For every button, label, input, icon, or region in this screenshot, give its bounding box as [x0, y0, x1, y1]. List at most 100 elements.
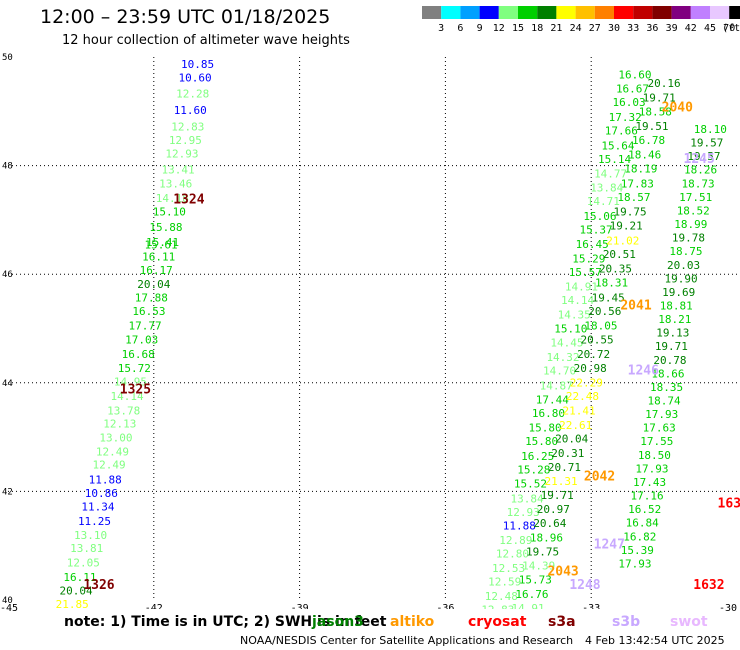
- wave-height-label: 10.85: [181, 58, 214, 71]
- pass-number-label: 2040: [662, 100, 693, 115]
- wave-height-label: 18.35: [650, 381, 683, 394]
- color-scale-label: 39: [666, 23, 678, 34]
- satellite-legend-s3b: s3b: [612, 614, 640, 630]
- wave-height-label: 19.57: [690, 137, 723, 150]
- wave-height-label: 15.39: [621, 544, 654, 557]
- x-tick-label: -36: [436, 603, 454, 614]
- wave-height-label: 18.31: [595, 277, 628, 290]
- wave-height-label: 19.71: [541, 489, 574, 502]
- wave-height-label: 15.29: [572, 252, 605, 265]
- wave-height-label: 15.80: [528, 422, 561, 435]
- wave-height-label: 19.69: [662, 286, 695, 299]
- wave-height-label: 18.05: [584, 320, 617, 333]
- wave-height-label: 14.18: [156, 192, 189, 205]
- wave-height-label: 17.16: [631, 490, 664, 503]
- timestamp: 4 Feb 13:42:54 UTC 2025: [585, 634, 725, 647]
- color-scale-label: 27: [589, 23, 601, 34]
- pass-number-label: 1247: [594, 537, 625, 552]
- wave-height-label: 20.51: [603, 248, 636, 261]
- wave-height-label: 14.14: [561, 294, 594, 307]
- wave-height-label: 15.10: [554, 322, 587, 335]
- wave-height-label: 14.35: [558, 309, 591, 322]
- wave-height-label: 17.83: [621, 177, 654, 190]
- wave-height-label: 18.74: [648, 395, 681, 408]
- wave-height-label: 19.78: [672, 232, 705, 245]
- wave-height-label: 16.17: [140, 264, 173, 277]
- wave-height-label: 17.93: [635, 462, 668, 475]
- color-scale-label: 70: [723, 23, 735, 34]
- credit-text: NOAA/NESDIS Center for Satellite Applica…: [240, 634, 574, 647]
- wave-height-label: 12.80: [496, 548, 529, 561]
- wave-height-label: 17.88: [135, 291, 168, 304]
- y-tick-label: 48: [2, 162, 13, 172]
- wave-height-label: 18.81: [660, 299, 693, 312]
- x-tick-label: -33: [582, 603, 600, 614]
- color-scale-label: 18: [531, 23, 543, 34]
- wave-height-label: 20.98: [574, 362, 607, 375]
- color-scale-swatch: [479, 6, 499, 19]
- wave-height-label: 17.93: [645, 408, 678, 421]
- x-tick-label: -45: [0, 603, 18, 614]
- wave-height-label: 21.02: [606, 234, 639, 247]
- wave-height-label: 13.46: [159, 177, 192, 190]
- color-scale-label: 21: [550, 23, 562, 34]
- wave-height-label: 17.44: [536, 393, 569, 406]
- wave-height-label: 12.83: [171, 120, 204, 133]
- wave-height-label: 13.84: [590, 182, 623, 195]
- wave-height-label: 15.73: [519, 574, 552, 587]
- color-scale-label: 36: [646, 23, 658, 34]
- wave-height-label: 16.60: [618, 69, 651, 82]
- wave-height-label: 20.78: [653, 354, 686, 367]
- wave-height-label: 12.28: [176, 88, 209, 101]
- wave-height-label: 16.67: [616, 82, 649, 95]
- color-scale-swatch: [690, 6, 710, 19]
- wave-height-label: 15.72: [118, 362, 151, 375]
- pass-number-label: 1246: [628, 364, 659, 379]
- wave-height-label: 19.75: [614, 206, 647, 219]
- footer-backdrop: [55, 609, 715, 631]
- wave-height-label: 17.32: [609, 111, 642, 124]
- wave-height-label: 18.57: [617, 191, 650, 204]
- wave-height-label: 17.43: [633, 476, 666, 489]
- wave-height-label: 13.41: [162, 164, 195, 177]
- wave-height-label: 18.46: [628, 149, 661, 162]
- wave-height-label: 12.59: [488, 575, 521, 588]
- satellite-legend-altiko: altiko: [390, 614, 435, 630]
- wave-height-label: 19.51: [635, 120, 668, 133]
- wave-height-label: 16.78: [632, 134, 665, 147]
- color-scale-swatch: [518, 6, 538, 19]
- wave-height-label: 16.11: [142, 251, 175, 264]
- wave-height-label: 12.48: [485, 590, 518, 603]
- color-scale-label: 3: [438, 23, 444, 34]
- color-scale-label: (ft): [722, 23, 740, 34]
- wave-height-label: 16.45: [576, 238, 609, 251]
- wave-height-label: 12.49: [93, 459, 126, 472]
- wave-height-label: 20.04: [555, 433, 588, 446]
- y-tick-label: 42: [2, 487, 13, 497]
- color-scale-swatch: [556, 6, 576, 19]
- wave-height-label: 21.31: [545, 475, 578, 488]
- chart-title: 12:00 – 23:59 UTC 01/18/2025: [40, 6, 331, 28]
- pass-number-label: 2042: [584, 470, 615, 485]
- wave-height-label: 15.10: [153, 206, 186, 219]
- satellite-legend-swot: swot: [670, 614, 708, 630]
- color-scale-label: 6: [457, 23, 463, 34]
- color-scale-label: 30: [608, 23, 620, 34]
- color-scale-swatch: [633, 6, 653, 19]
- wave-height-label: 16.82: [623, 530, 656, 543]
- pass-number-label: 1248: [569, 578, 600, 593]
- wave-height-label: 22.48: [566, 390, 599, 403]
- wave-height-label: 16.84: [626, 517, 659, 530]
- y-tick-label: 50: [2, 53, 13, 63]
- wave-height-label: 13.84: [510, 492, 543, 505]
- color-scale-swatch: [460, 6, 480, 19]
- color-scale-label: 9: [477, 23, 483, 34]
- wave-height-label: 21.85: [56, 598, 89, 611]
- color-scale-label: 33: [627, 23, 639, 34]
- wave-height-label: 19.75: [526, 545, 559, 558]
- wave-height-label: 17.93: [618, 557, 651, 570]
- satellite-legend-cryosat: cryosat: [468, 614, 527, 630]
- pass-number-label: 1324: [173, 193, 204, 208]
